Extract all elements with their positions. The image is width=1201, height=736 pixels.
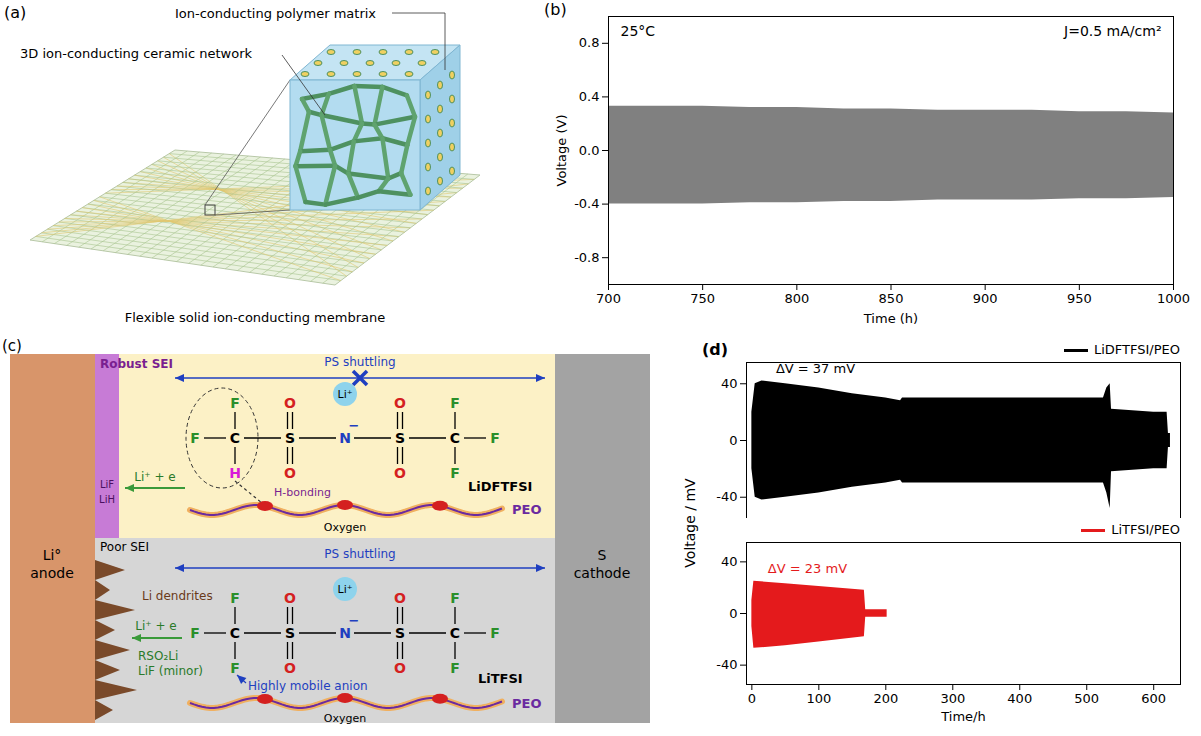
svg-text:800: 800 bbox=[784, 291, 809, 306]
svg-text:Li⁺: Li⁺ bbox=[338, 388, 353, 401]
html-text:(b): (b) bbox=[544, 0, 567, 19]
svg-text:−: − bbox=[349, 418, 360, 433]
svg-text:-0.4: -0.4 bbox=[574, 196, 599, 211]
svg-text:Time/h: Time/h bbox=[940, 709, 985, 724]
svg-text:Voltage / mV: Voltage / mV bbox=[682, 478, 698, 568]
svg-text:N: N bbox=[339, 625, 351, 641]
svg-text:-40: -40 bbox=[716, 489, 737, 504]
svg-text:0: 0 bbox=[748, 691, 756, 706]
svg-text:900: 900 bbox=[973, 291, 998, 306]
svg-text:C: C bbox=[450, 430, 460, 446]
svg-text:RSO₂Li: RSO₂Li bbox=[138, 649, 178, 663]
svg-text:F: F bbox=[450, 395, 460, 411]
svg-text:O: O bbox=[284, 660, 296, 676]
svg-text:LiF: LiF bbox=[100, 479, 114, 490]
svg-text:Robust SEI: Robust SEI bbox=[100, 357, 173, 371]
svg-text:PS shuttling: PS shuttling bbox=[324, 547, 395, 561]
svg-text:S: S bbox=[285, 625, 295, 641]
svg-text:F: F bbox=[230, 395, 240, 411]
svg-text:3D ion-conducting ceramic netw: 3D ion-conducting ceramic network bbox=[20, 46, 252, 61]
svg-text:ΔV = 23 mV: ΔV = 23 mV bbox=[768, 561, 847, 576]
svg-text:Time (h): Time (h) bbox=[863, 311, 918, 326]
svg-text:Li⁺ + e: Li⁺ + e bbox=[135, 619, 176, 633]
svg-text:ΔV = 37 mV: ΔV = 37 mV bbox=[776, 361, 855, 376]
html-text:LiTFSI/PEO: LiTFSI/PEO bbox=[1111, 522, 1180, 537]
svg-text:-40: -40 bbox=[716, 657, 737, 672]
svg-text:F: F bbox=[450, 590, 460, 606]
svg-text:LiH: LiH bbox=[99, 494, 115, 505]
svg-text:500: 500 bbox=[1074, 691, 1099, 706]
svg-text:0: 0 bbox=[729, 606, 737, 621]
svg-text:O: O bbox=[284, 465, 296, 481]
svg-text:(c): (c) bbox=[2, 338, 22, 355]
svg-text:F: F bbox=[490, 430, 500, 446]
svg-text:Ion-conducting polymer matrix: Ion-conducting polymer matrix bbox=[175, 6, 376, 21]
svg-text:O: O bbox=[284, 395, 296, 411]
svg-text:0: 0 bbox=[729, 433, 737, 448]
svg-text:PS shuttling: PS shuttling bbox=[324, 355, 395, 369]
svg-text:H: H bbox=[229, 465, 241, 481]
svg-text:700: 700 bbox=[596, 291, 621, 306]
svg-text:40: 40 bbox=[721, 376, 738, 391]
svg-text:(d): (d) bbox=[702, 340, 728, 359]
svg-text:0.0: 0.0 bbox=[579, 143, 600, 158]
svg-text:Oxygen: Oxygen bbox=[324, 521, 366, 534]
svg-text:Highly mobile anion: Highly mobile anion bbox=[248, 679, 368, 693]
svg-text:O: O bbox=[394, 590, 406, 606]
svg-text:LiTFSI: LiTFSI bbox=[478, 671, 523, 686]
svg-text:100: 100 bbox=[806, 691, 831, 706]
svg-text:0.4: 0.4 bbox=[579, 89, 600, 104]
svg-text:C: C bbox=[230, 430, 240, 446]
svg-text:300: 300 bbox=[940, 691, 965, 706]
html-text:LiDFTFSI/PEO: LiDFTFSI/PEO bbox=[1093, 342, 1180, 357]
svg-text:F: F bbox=[450, 660, 460, 676]
svg-text:F: F bbox=[230, 590, 240, 606]
svg-text:Li dendrites: Li dendrites bbox=[142, 589, 213, 603]
svg-text:LiDFTFSI: LiDFTFSI bbox=[468, 479, 532, 494]
svg-text:F: F bbox=[490, 625, 500, 641]
svg-text:F: F bbox=[190, 430, 200, 446]
svg-text:cathode: cathode bbox=[574, 565, 631, 581]
svg-text:C: C bbox=[450, 625, 460, 641]
svg-text:O: O bbox=[394, 395, 406, 411]
svg-text:O: O bbox=[394, 465, 406, 481]
svg-text:850: 850 bbox=[879, 291, 904, 306]
svg-text:H-bonding: H-bonding bbox=[274, 486, 331, 499]
svg-text:-0.8: -0.8 bbox=[574, 250, 599, 265]
svg-text:PEO: PEO bbox=[512, 696, 541, 711]
svg-text:40: 40 bbox=[721, 554, 738, 569]
svg-text:(a): (a) bbox=[4, 3, 26, 22]
svg-text:600: 600 bbox=[1141, 691, 1166, 706]
svg-text:Li⁺: Li⁺ bbox=[338, 583, 353, 596]
svg-text:750: 750 bbox=[690, 291, 715, 306]
svg-text:F: F bbox=[450, 465, 460, 481]
svg-text:Li°: Li° bbox=[43, 547, 62, 563]
svg-text:J=0.5 mA/cm²: J=0.5 mA/cm² bbox=[1063, 23, 1161, 39]
svg-text:200: 200 bbox=[873, 691, 898, 706]
svg-text:S: S bbox=[598, 547, 607, 563]
svg-text:S: S bbox=[395, 430, 405, 446]
svg-text:Poor SEI: Poor SEI bbox=[100, 540, 149, 554]
svg-text:N: N bbox=[339, 430, 351, 446]
svg-text:Flexible solid ion-conducting: Flexible solid ion-conducting membrane bbox=[125, 310, 385, 325]
svg-text:S: S bbox=[285, 430, 295, 446]
svg-text:Oxygen: Oxygen bbox=[324, 712, 366, 725]
svg-text:25°C: 25°C bbox=[621, 23, 656, 39]
svg-text:LiF (minor): LiF (minor) bbox=[138, 664, 203, 678]
svg-text:1000: 1000 bbox=[1157, 291, 1190, 306]
svg-text:F: F bbox=[190, 625, 200, 641]
svg-text:0.8: 0.8 bbox=[579, 35, 600, 50]
svg-text:S: S bbox=[395, 625, 405, 641]
svg-text:O: O bbox=[394, 660, 406, 676]
svg-text:F: F bbox=[230, 660, 240, 676]
svg-text:O: O bbox=[284, 590, 296, 606]
svg-text:Voltage (V): Voltage (V) bbox=[554, 115, 569, 187]
svg-text:C: C bbox=[230, 625, 240, 641]
svg-text:400: 400 bbox=[1007, 691, 1032, 706]
svg-text:PEO: PEO bbox=[512, 502, 541, 517]
svg-text:950: 950 bbox=[1067, 291, 1092, 306]
svg-text:−: − bbox=[349, 613, 360, 628]
svg-text:anode: anode bbox=[30, 565, 74, 581]
svg-text:Li⁺ + e: Li⁺ + e bbox=[134, 470, 175, 484]
